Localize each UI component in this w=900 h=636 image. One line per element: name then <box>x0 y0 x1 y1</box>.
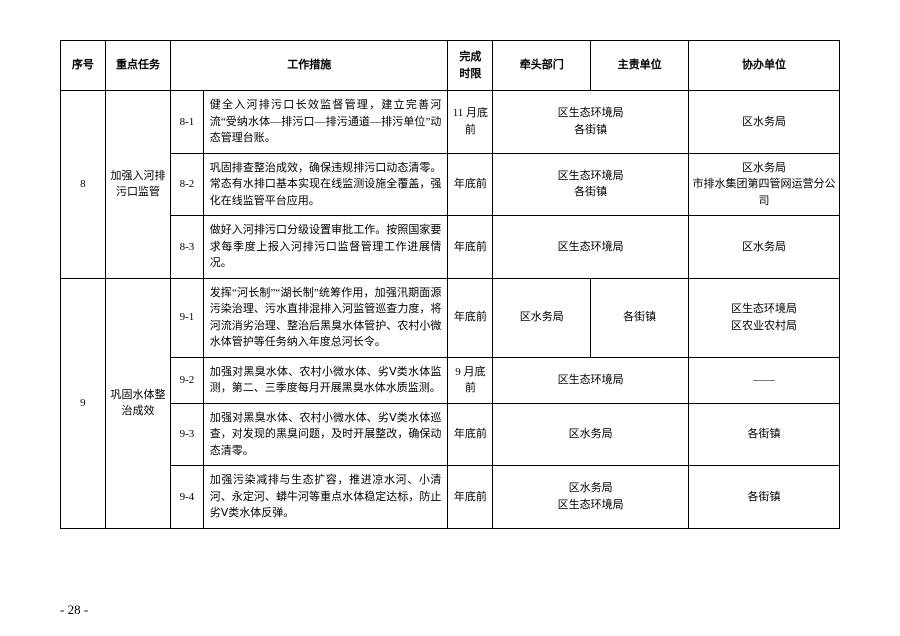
cell-assist: 区水务局市排水集团第四管网运营分公司 <box>689 153 840 216</box>
page-number: - 28 - <box>60 602 88 618</box>
cell-subid: 9-1 <box>171 278 204 357</box>
table-row: 8-3做好入河排污口分级设置审批工作。按照国家要求每季度上报入河排污口监督管理工… <box>61 216 840 279</box>
cell-seq: 9 <box>61 278 106 528</box>
cell-lead-resp-merged: 区生态环境局各街镇 <box>493 153 689 216</box>
cell-measure: 加强对黑臭水体、农村小微水体、劣Ⅴ类水体监测，第二、三季度每月开展黑臭水体水质监… <box>203 357 448 403</box>
cell-measure: 发挥“河长制”“湖长制”统筹作用，加强汛期面源污染治理、污水直排混排入河监管巡查… <box>203 278 448 357</box>
table-row: 9-2加强对黑臭水体、农村小微水体、劣Ⅴ类水体监测，第二、三季度每月开展黑臭水体… <box>61 357 840 403</box>
th-lead: 牵头部门 <box>493 41 591 91</box>
th-keytask: 重点任务 <box>105 41 170 91</box>
cell-seq: 8 <box>61 91 106 279</box>
cell-subid: 8-2 <box>171 153 204 216</box>
cell-lead-resp-merged: 区生态环境局 <box>493 357 689 403</box>
th-assist: 协办单位 <box>689 41 840 91</box>
cell-assist: 各街镇 <box>689 403 840 466</box>
cell-assist: 区水务局 <box>689 91 840 154</box>
cell-keytask: 巩固水体整治成效 <box>105 278 170 528</box>
cell-deadline: 年底前 <box>448 466 493 529</box>
cell-lead-resp-merged: 区生态环境局 <box>493 216 689 279</box>
cell-subid: 8-1 <box>171 91 204 154</box>
cell-assist: —— <box>689 357 840 403</box>
cell-assist: 区生态环境局区农业农村局 <box>689 278 840 357</box>
table-body: 8加强入河排污口监管8-1健全入河排污口长效监督管理，建立完善河流“受纳水体—排… <box>61 91 840 529</box>
task-table: 序号 重点任务 工作措施 完成时限 牵头部门 主责单位 协办单位 8加强入河排污… <box>60 40 840 529</box>
header-row: 序号 重点任务 工作措施 完成时限 牵头部门 主责单位 协办单位 <box>61 41 840 91</box>
cell-resp: 各街镇 <box>591 278 689 357</box>
cell-lead-resp-merged: 区水务局 <box>493 403 689 466</box>
cell-measure: 加强污染减排与生态扩容，推进凉水河、小清河、永定河、蟒牛河等重点水体稳定达标，防… <box>203 466 448 529</box>
table-row: 9-4加强污染减排与生态扩容，推进凉水河、小清河、永定河、蟒牛河等重点水体稳定达… <box>61 466 840 529</box>
cell-deadline: 年底前 <box>448 216 493 279</box>
cell-assist: 区水务局 <box>689 216 840 279</box>
cell-subid: 9-3 <box>171 403 204 466</box>
cell-deadline: 年底前 <box>448 278 493 357</box>
cell-keytask: 加强入河排污口监管 <box>105 91 170 279</box>
th-deadline: 完成时限 <box>448 41 493 91</box>
cell-deadline: 9 月底前 <box>448 357 493 403</box>
cell-subid: 9-2 <box>171 357 204 403</box>
cell-measure: 做好入河排污口分级设置审批工作。按照国家要求每季度上报入河排污口监督管理工作进展… <box>203 216 448 279</box>
th-measure: 工作措施 <box>171 41 448 91</box>
cell-deadline: 年底前 <box>448 153 493 216</box>
cell-lead-resp-merged: 区生态环境局各街镇 <box>493 91 689 154</box>
table-row: 9-3加强对黑臭水体、农村小微水体、劣Ⅴ类水体巡查，对发现的黑臭问题，及时开展整… <box>61 403 840 466</box>
cell-measure: 健全入河排污口长效监督管理，建立完善河流“受纳水体—排污口—排污通道—排污单位”… <box>203 91 448 154</box>
table-row: 9巩固水体整治成效9-1发挥“河长制”“湖长制”统筹作用，加强汛期面源污染治理、… <box>61 278 840 357</box>
table-row: 8-2巩固排查整治成效，确保违规排污口动态清零。常态有水排口基本实现在线监测设施… <box>61 153 840 216</box>
cell-deadline: 11 月底前 <box>448 91 493 154</box>
cell-measure: 巩固排查整治成效，确保违规排污口动态清零。常态有水排口基本实现在线监测设施全覆盖… <box>203 153 448 216</box>
cell-subid: 9-4 <box>171 466 204 529</box>
th-resp: 主责单位 <box>591 41 689 91</box>
cell-lead: 区水务局 <box>493 278 591 357</box>
cell-subid: 8-3 <box>171 216 204 279</box>
cell-deadline: 年底前 <box>448 403 493 466</box>
cell-measure: 加强对黑臭水体、农村小微水体、劣Ⅴ类水体巡查，对发现的黑臭问题，及时开展整改，确… <box>203 403 448 466</box>
th-seq: 序号 <box>61 41 106 91</box>
cell-lead-resp-merged: 区水务局区生态环境局 <box>493 466 689 529</box>
table-row: 8加强入河排污口监管8-1健全入河排污口长效监督管理，建立完善河流“受纳水体—排… <box>61 91 840 154</box>
cell-assist: 各街镇 <box>689 466 840 529</box>
